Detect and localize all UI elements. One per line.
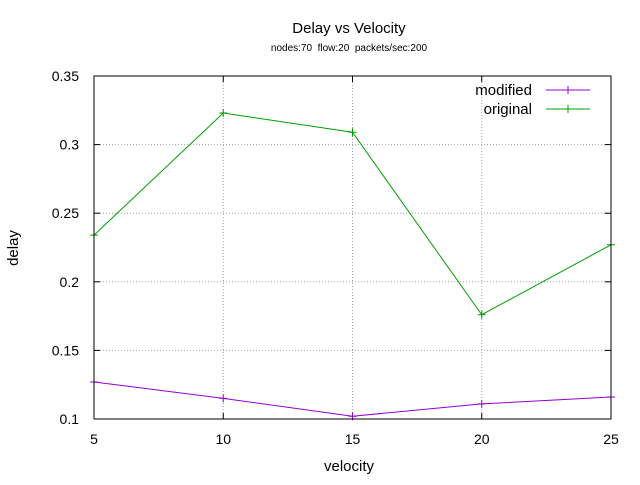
legend-marker [564, 105, 572, 113]
x-tick-label: 10 [215, 431, 231, 447]
data-point [219, 109, 228, 118]
x-tick-label: 20 [474, 431, 490, 447]
legend-label: modified [475, 82, 532, 99]
x-axis-label: velocity [324, 458, 375, 475]
axis-ticks: 5 10 15 20 25 0.1 0.15 0.2 0.25 0.3 0.35 [52, 68, 619, 447]
y-tick-label: 0.35 [52, 68, 79, 84]
data-point [219, 394, 228, 403]
x-tick-label: 15 [345, 431, 361, 447]
legend-marker [564, 86, 572, 94]
legend-label: original [484, 101, 532, 118]
x-tick-label: 5 [90, 431, 98, 447]
series-modified [90, 377, 615, 421]
series-line [93, 112, 612, 316]
chart-subtitle: nodes:70 flow:20 packets/sec:200 [271, 43, 428, 54]
y-tick-label: 0.3 [60, 137, 80, 153]
y-axis-label: delay [5, 230, 22, 266]
chart-title: Delay vs Velocity [292, 20, 406, 37]
y-tick-label: 0.15 [52, 342, 79, 358]
data-point [477, 399, 486, 408]
y-tick-label: 0.25 [52, 205, 79, 221]
data-point [348, 128, 357, 137]
y-tick-label: 0.1 [60, 411, 80, 427]
y-tick-label: 0.2 [60, 274, 80, 290]
x-tick-label: 25 [603, 431, 619, 447]
grid [94, 76, 611, 419]
plot-frame [93, 75, 612, 420]
series-original [90, 109, 615, 319]
series-line [93, 381, 612, 417]
data-point [477, 310, 486, 319]
legend: modified original [475, 82, 590, 118]
